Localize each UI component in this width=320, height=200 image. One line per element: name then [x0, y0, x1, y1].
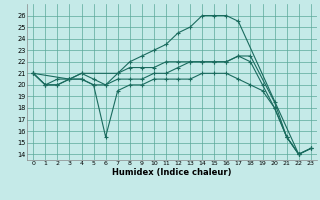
X-axis label: Humidex (Indice chaleur): Humidex (Indice chaleur) — [112, 168, 232, 177]
